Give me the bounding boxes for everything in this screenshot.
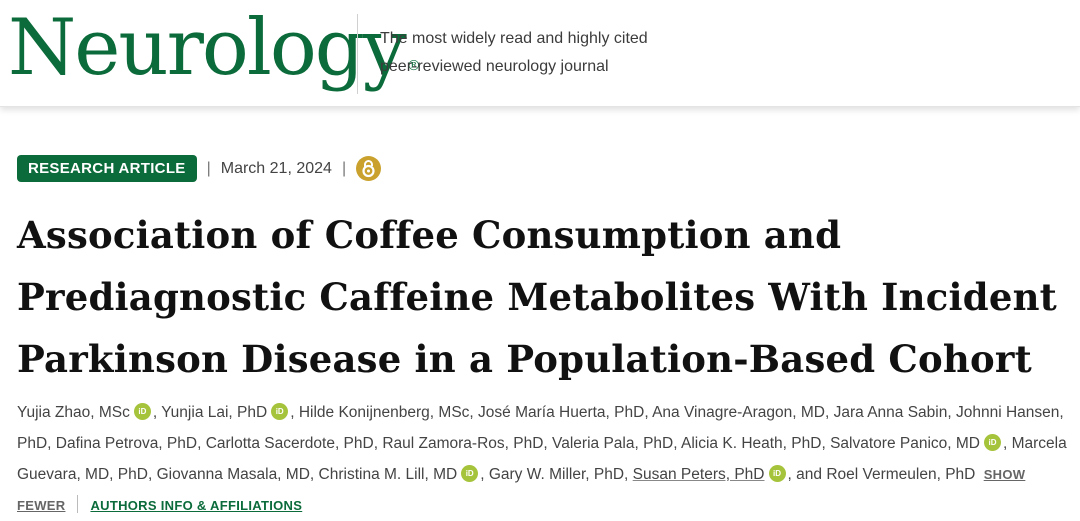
author-and: and [796,466,822,483]
author-name[interactable]: Susan Peters, PhD [632,466,765,483]
author-name[interactable]: Marcela Guevara, MD, PhD [17,435,1067,483]
author-name[interactable]: Christina M. Lill, MD [318,466,458,483]
author-name[interactable]: José María Huerta, PhD [478,404,645,421]
author-name[interactable]: Salvatore Panico, MD [830,435,980,452]
author-name[interactable]: Yunjia Lai, PhD [161,404,268,421]
show-fewer-button[interactable]: SHOW FEWER [17,467,1026,513]
article-meta: RESEARCH ARTICLE | March 21, 2024 | [17,155,382,182]
author-name[interactable]: Dafina Petrova, PhD [55,435,198,452]
header-divider [357,14,358,94]
registered-mark: ® [406,58,421,74]
journal-tagline: The most widely read and highly cited pe… [380,25,700,81]
author-name[interactable]: Johnni Hansen, PhD [17,404,1064,452]
orcid-icon[interactable]: iD [461,465,479,482]
article-title: Association of Coffee Consumption and Pr… [17,213,1057,381]
author-name[interactable]: Jara Anna Sabin [833,404,948,421]
author-name[interactable]: Carlotta Sacerdote, PhD [205,435,374,452]
authors-divider [77,495,79,513]
author-name[interactable]: Raul Zamora-Ros, PhD [382,435,544,452]
authors-affiliations-link[interactable]: AUTHORS INFO & AFFILIATIONS [90,498,303,513]
author-name[interactable]: Yujia Zhao, MSc [17,404,130,421]
meta-separator: | [341,159,347,177]
site-header: Neurology ® The most widely read and high… [0,0,1080,107]
open-access-icon[interactable] [356,156,382,181]
author-name[interactable]: Alicia K. Heath, PhD [681,435,822,452]
meta-separator: | [206,159,211,177]
tagline-line-1: The most widely read and highly cited [380,30,648,47]
article-type-badge: RESEARCH ARTICLE [17,155,197,182]
tagline-line-2: peer-reviewed neurology journal [380,58,609,75]
orcid-icon[interactable]: iD [768,465,786,482]
author-name[interactable]: Gary W. Miller, PhD [488,466,625,483]
orcid-icon[interactable]: iD [133,403,151,420]
author-name[interactable]: Ana Vinagre-Aragon, MD [652,404,825,421]
author-name[interactable]: Hilde Konijnenberg, MSc [298,404,470,421]
author-name[interactable]: Valeria Pala, PhD [552,435,674,452]
publication-date: March 21, 2024 [220,159,332,177]
journal-logo[interactable]: Neurology ® [8,2,421,94]
logo-text: Neurology [8,3,407,93]
author-list: Yujia Zhao, MSc iD, Yunjia Lai, PhD iD, Hi… [17,403,1067,513]
author-name[interactable]: Roel Vermeulen, PhD [826,466,976,483]
orcid-icon[interactable]: iD [271,403,289,420]
orcid-icon[interactable]: iD [983,434,1001,451]
author-name[interactable]: Giovanna Masala, MD [156,466,310,483]
